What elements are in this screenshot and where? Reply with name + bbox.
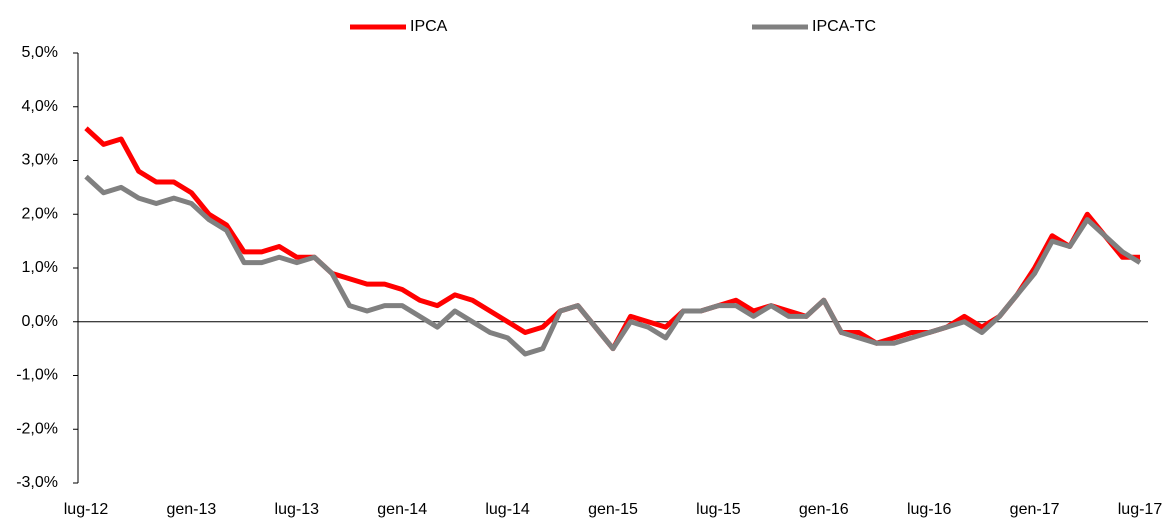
x-tick-label: gen-15 [588,501,638,518]
x-tick-label: gen-13 [166,501,216,518]
x-tick-label: lug-12 [64,501,109,518]
y-tick-label: 2,0% [22,205,58,222]
x-tick-label: gen-16 [799,501,849,518]
y-tick-label: 1,0% [22,259,58,276]
y-tick-label: 3,0% [22,152,58,169]
series-line [84,174,1142,357]
y-tick-label: -1,0% [16,367,58,384]
x-tick-label: lug-15 [696,501,741,518]
y-tick-label: -3,0% [16,474,58,491]
x-tick-label: gen-14 [377,501,427,518]
x-tick-label: lug-14 [485,501,530,518]
legend-label: IPCA [410,18,448,35]
series-line [84,126,1140,352]
x-tick-label: lug-16 [907,501,952,518]
y-tick-label: 5,0% [22,44,58,61]
x-tick-label: lug-17 [1118,501,1163,518]
y-tick-label: 0,0% [22,313,58,330]
x-tick-label: lug-13 [275,501,320,518]
legend-label: IPCA-TC [812,18,876,35]
x-tick-label: gen-17 [1010,501,1060,518]
y-tick-label: -2,0% [16,420,58,437]
y-tick-label: 4,0% [22,98,58,115]
